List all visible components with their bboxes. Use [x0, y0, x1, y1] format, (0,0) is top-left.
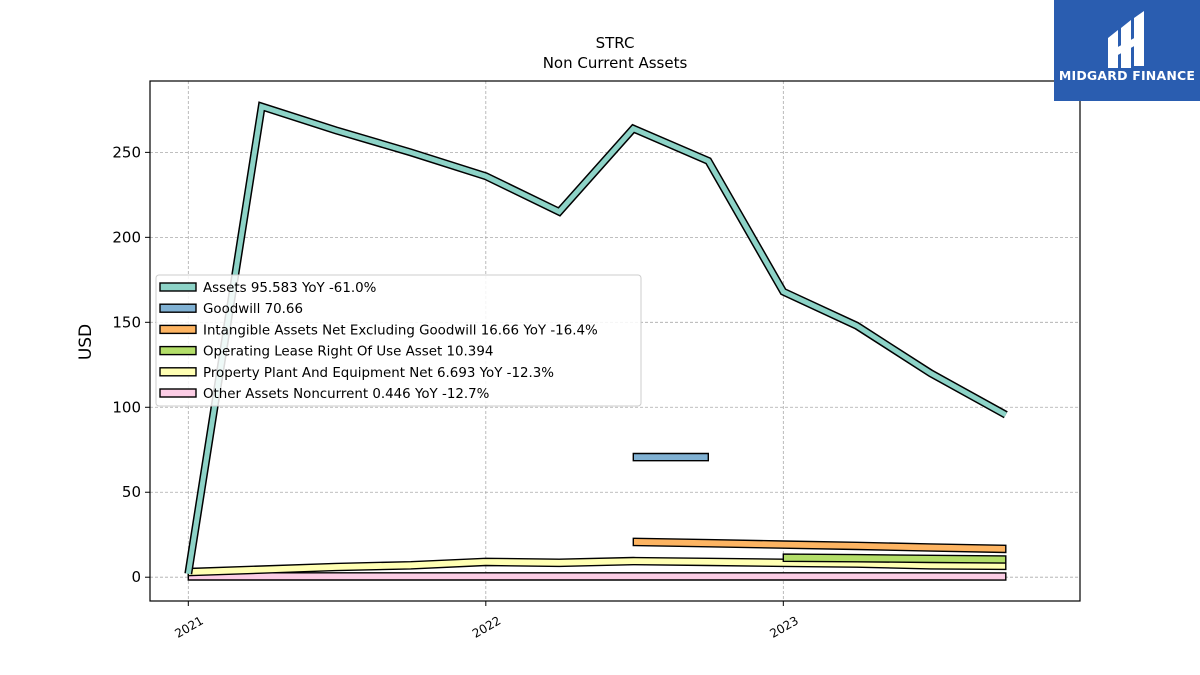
series-operating-lease-right-of-use-asset — [782, 553, 1007, 564]
x-tick-label: 2021 — [172, 613, 205, 640]
legend-swatch — [159, 282, 197, 292]
legend-swatch — [159, 303, 197, 313]
y-tick-label: 0 — [131, 568, 141, 586]
legend-label: Intangible Assets Net Excluding Goodwill… — [203, 323, 598, 338]
legend-label: Assets 95.583 YoY -61.0% — [203, 281, 376, 296]
brand-logo: MIDGARD FINANCE — [1054, 0, 1200, 101]
y-tick-label: 50 — [122, 483, 141, 501]
legend-swatch — [159, 388, 197, 398]
y-tick-label: 250 — [112, 143, 141, 161]
series-intangible-assets-net-excluding-goodwill — [632, 537, 1007, 554]
series-assets — [184, 101, 1008, 575]
y-axis-label: USD — [76, 324, 96, 360]
legend-label: Other Assets Noncurrent 0.446 YoY -12.7% — [203, 387, 489, 402]
series-goodwill — [632, 452, 709, 462]
y-tick-label: 150 — [112, 313, 141, 331]
series-band — [632, 452, 709, 462]
logo-text: MIDGARD FINANCE — [1058, 68, 1196, 83]
legend-label: Operating Lease Right Of Use Asset 10.39… — [203, 345, 493, 360]
x-tick-label: 2023 — [767, 613, 800, 640]
legend-label: Goodwill 70.66 — [203, 302, 303, 317]
chart-title: STRC — [596, 34, 635, 52]
chart-subtitle: Non Current Assets — [543, 54, 688, 72]
series-line — [185, 103, 1008, 575]
series-band — [187, 572, 1007, 581]
axis-ticks: 0 50 100 150 200 250 2021 2022 2023 — [112, 143, 800, 640]
midgard-logo-icon — [1108, 11, 1144, 68]
legend-box — [155, 274, 642, 407]
series-layer — [184, 101, 1008, 581]
series-band — [782, 553, 1007, 564]
legend-label: Property Plant And Equipment Net 6.693 Y… — [203, 366, 554, 381]
series-band — [632, 537, 1007, 554]
legend-swatch — [159, 324, 197, 335]
axes-frame — [149, 80, 1081, 602]
series-other-assets-noncurrent — [187, 572, 1007, 581]
legend-swatch — [159, 345, 197, 356]
y-tick-label: 100 — [112, 398, 141, 416]
legend-swatch — [159, 367, 197, 377]
y-tick-label: 200 — [112, 228, 141, 246]
x-tick-label: 2022 — [470, 613, 503, 640]
legend: Assets 95.583 YoY -61.0% Goodwill 70.66 In… — [155, 274, 642, 407]
